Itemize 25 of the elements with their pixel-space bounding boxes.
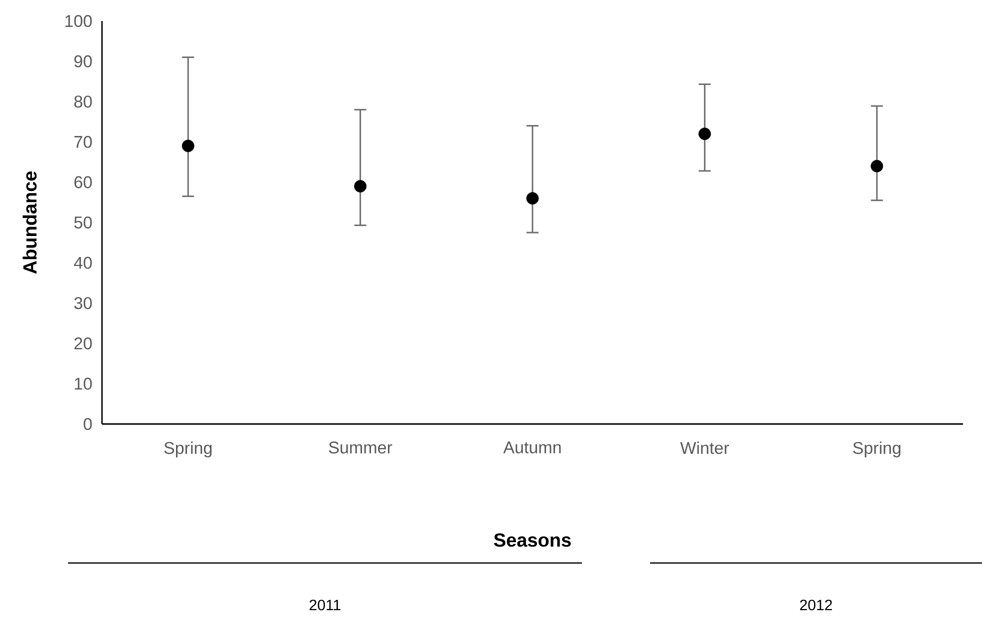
point	[698, 128, 711, 140]
point	[526, 192, 539, 205]
y-tick-label: 0	[84, 418, 92, 430]
y-tick-label: 60	[74, 176, 92, 188]
y-tick-label: 50	[74, 216, 92, 229]
x-tick-label: Spring	[853, 442, 900, 458]
y-tick-label: 80	[74, 96, 92, 108]
y-tick-label: 30	[74, 297, 92, 310]
point	[870, 160, 884, 172]
x-tick-label: Spring	[164, 442, 212, 458]
y-tick-label: 40	[74, 256, 92, 269]
x-axis-title: Seasons	[494, 533, 571, 547]
x-tick-label: Autumn	[503, 442, 561, 454]
y-tick-label: 100	[65, 14, 92, 28]
point	[354, 180, 367, 192]
x-tick-label: Winter	[680, 442, 729, 454]
text: 2011	[310, 600, 340, 610]
y-tick-label: 10	[74, 378, 92, 390]
y-tick-label: 20	[74, 337, 92, 350]
y-tick-label: 90	[74, 55, 92, 68]
y-tick-label: 70	[74, 136, 92, 148]
point	[182, 140, 194, 152]
y-axis-title: Abundance	[22, 171, 37, 274]
text: 2012	[800, 600, 832, 610]
x-tick-label: Summer	[328, 442, 392, 454]
